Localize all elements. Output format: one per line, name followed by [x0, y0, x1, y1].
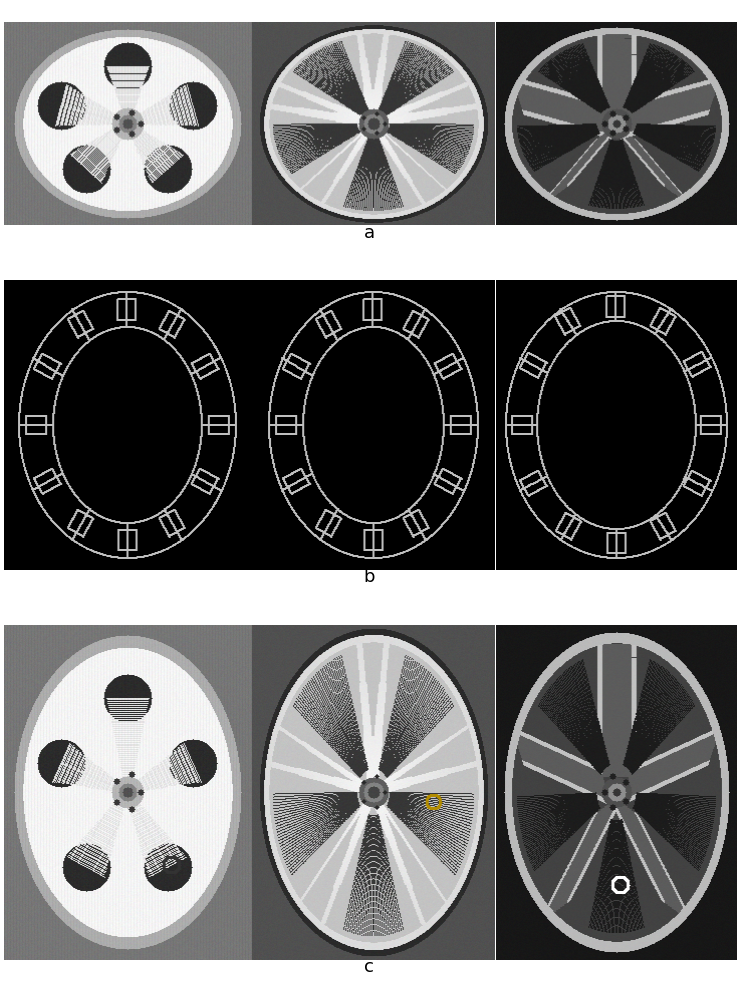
- Text: b: b: [363, 568, 375, 586]
- Text: c: c: [364, 958, 374, 976]
- Text: a: a: [363, 224, 375, 241]
